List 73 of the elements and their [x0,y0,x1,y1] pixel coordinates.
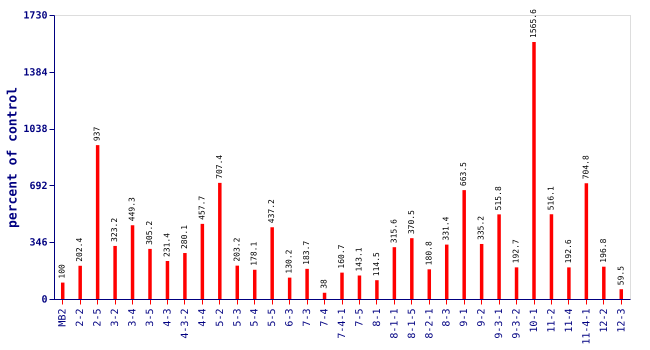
x-tick-label: 2-2 [75,308,86,327]
y-tick-label: 0 [41,294,48,306]
x-tick-label: 8-1 [372,308,383,327]
data-label: 305.2 [145,220,154,245]
data-label: 143.1 [354,247,364,272]
x-tick-label: 4-4 [197,308,208,327]
data-label: 707.4 [214,154,224,179]
data-label: 663.5 [459,162,468,186]
x-tick-label: 5-4 [250,308,261,327]
data-label: 178.1 [250,241,259,266]
data-label: 100 [58,264,67,279]
y-tick-label: 346 [29,238,48,249]
x-tick-label: 9-3-1 [494,308,506,339]
x-tick-label: 12-3 [616,308,628,333]
x-tick-label: 8-1-1 [389,308,400,339]
x-tick-label: 7-3 [302,308,314,327]
data-label: 114.5 [372,252,381,276]
x-tick-label: 8-1-5 [406,308,418,339]
data-label: 437.2 [267,198,276,224]
data-label: 516.1 [546,186,556,210]
data-label: 192.7 [512,239,521,264]
x-tick-label: 9-2 [476,308,488,327]
y-tick-label: 1384 [23,67,48,78]
data-label: 183.7 [302,240,312,265]
data-label: 331.4 [442,216,451,241]
data-label: 196.8 [598,238,608,263]
y-axis-title: percent of control [5,87,20,228]
x-tick-label: 8-2-1 [424,308,436,339]
x-tick-label: 3-5 [145,308,156,327]
x-tick-label: 2-5 [92,308,104,327]
x-tick-label: 11-2 [546,308,558,333]
data-label: 323.2 [110,218,120,242]
x-tick-label: 3-2 [110,308,122,327]
data-label: 315.6 [389,218,398,244]
x-tick-label: 6-3 [284,308,296,327]
x-tick-label: 9-1 [459,308,470,327]
y-tick-label: 1730 [23,10,48,22]
data-label: 280.1 [180,224,189,250]
data-label: 335.2 [476,216,486,240]
data-label: 192.6 [564,239,573,264]
x-tick-label: 4-3 [162,308,174,327]
data-label: 38 [320,278,329,289]
data-label: 457.7 [197,196,206,220]
data-label: 1565.6 [529,8,538,38]
data-label: 231.4 [162,232,172,258]
data-label: 515.8 [494,186,504,210]
data-label: 130.2 [284,249,294,274]
x-tick-label: 7-5 [354,308,366,327]
data-label: 370.5 [406,210,416,234]
x-tick-label: 5-3 [232,308,244,327]
data-label: 203.2 [232,237,242,262]
x-tick-label: 4-3-2 [180,308,191,339]
x-tick-label: 12-2 [598,308,610,333]
y-tick-label: 692 [29,180,48,192]
data-label: 937 [92,126,102,142]
x-tick-label: 3-4 [128,308,139,327]
data-label: 202.4 [75,238,84,262]
data-label: 449.3 [128,196,137,222]
x-tick-label: 9-3-2 [512,308,523,339]
y-tick-label: 1038 [23,124,48,136]
data-label: 704.8 [581,155,590,180]
x-tick-label: 5-2 [214,308,226,327]
data-label: 160.7 [337,244,346,269]
x-tick-label: 11-4 [564,308,575,333]
x-tick-label: MB2 [58,308,69,327]
x-tick-label: 7-4 [320,308,331,327]
data-label: 180.8 [424,241,434,266]
x-tick-label: 11-4-1 [581,308,592,345]
x-tick-label: 10-1 [529,308,540,333]
x-tick-label: 5-5 [267,308,278,327]
x-tick-label: 7-4-1 [337,308,348,339]
data-label: 59.5 [616,266,626,286]
x-tick-label: 8-3 [442,308,453,327]
